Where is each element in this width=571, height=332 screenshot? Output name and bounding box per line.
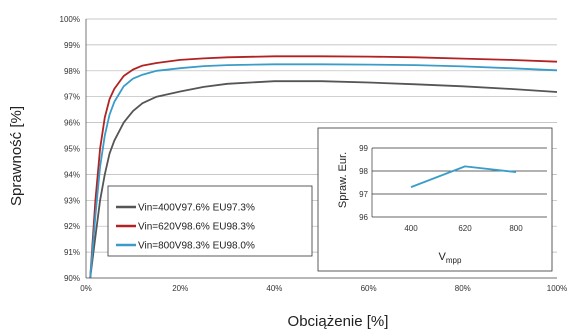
inset-x-axis-title: Vmpp: [439, 251, 462, 265]
series-line-0: [89, 80, 558, 279]
inset-series-line: [410, 165, 517, 188]
y-tick-label: 94%: [64, 170, 80, 179]
main-tick-labels: 90% 91% 92% 93% 94% 95% 96% 97% 98% 99% 100% 0% 20% 4…: [60, 15, 568, 293]
inset-y-tick-label: 98: [359, 167, 368, 176]
inset-series-line: [410, 165, 517, 188]
inset-y-axis-title: Spraw. Eur.: [337, 152, 349, 208]
y-tick-label: 90%: [64, 274, 80, 283]
inset-x-tick-label: 800: [509, 224, 523, 233]
inset-y-tick-label: 96: [359, 213, 368, 222]
inset-x-tick-label: 620: [458, 224, 472, 233]
x-tick-label: 60%: [361, 284, 377, 293]
legend-label-400v: Vin=400V97.6% EU97.3%: [138, 203, 255, 214]
x-tick-label: 80%: [455, 284, 471, 293]
inset-x-tick-label: 400: [404, 224, 418, 233]
inset-box: [317, 127, 553, 272]
x-tick-label: 0%: [80, 284, 92, 293]
y-tick-label: 96%: [64, 119, 80, 128]
inset-y-tick-label: 99: [359, 144, 368, 153]
inset-x-axis-subscript: mpp: [446, 256, 462, 265]
y-tick-label: 91%: [64, 248, 80, 257]
series-line-2: [89, 63, 558, 279]
x-tick-label: 40%: [266, 284, 282, 293]
series-line-1: [89, 55, 558, 279]
main-series-lines: [89, 55, 558, 279]
inset-eu-efficiency-chart: 96 97 98 99 400 620 800 Spraw. Eur. Vmpp: [317, 127, 553, 272]
legend-label-800v: Vin=800V98.3% EU98.0%: [138, 241, 255, 252]
y-tick-label: 100%: [60, 15, 80, 24]
inset-y-tick-label: 97: [359, 190, 368, 199]
x-tick-label: 100%: [547, 284, 567, 293]
inset-tick-labels: 96 97 98 99 400 620 800: [359, 144, 523, 233]
y-tick-label: 93%: [64, 196, 80, 205]
legend: Vin=400V97.6% EU97.3% Vin=620V98.6% EU98…: [107, 185, 313, 257]
legend-box: [107, 185, 313, 257]
inset-gridlines: [371, 147, 547, 218]
y-tick-label: 97%: [64, 93, 80, 102]
y-tick-label: 92%: [64, 222, 80, 231]
legend-label-620v: Vin=620V98.6% EU98.3%: [138, 222, 255, 233]
y-tick-label: 98%: [64, 67, 80, 76]
y-tick-label: 99%: [64, 41, 80, 50]
main-axes: [85, 19, 557, 279]
x-axis-title: Obciążenie [%]: [288, 313, 389, 330]
y-tick-label: 95%: [64, 145, 80, 154]
y-axis-title: Sprawność [%]: [8, 106, 25, 206]
x-tick-label: 20%: [172, 284, 188, 293]
